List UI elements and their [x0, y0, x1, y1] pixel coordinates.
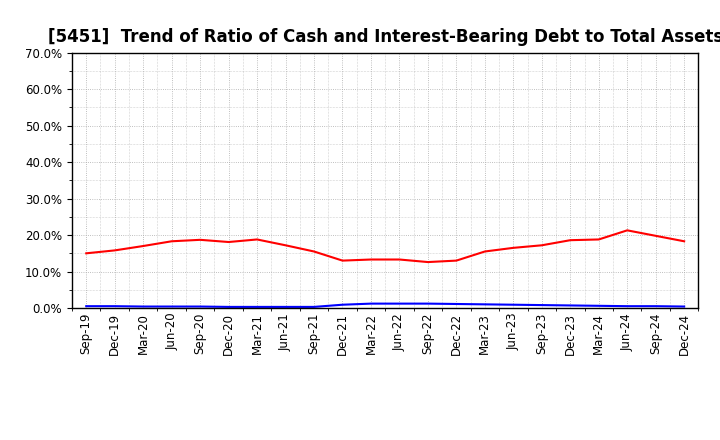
Interest-Bearing Debt [452, 301, 461, 307]
Interest-Bearing Debt [167, 304, 176, 309]
Interest-Bearing Debt [110, 304, 119, 309]
Cash [196, 237, 204, 242]
Cash [566, 238, 575, 243]
Cash [253, 237, 261, 242]
Interest-Bearing Debt [423, 301, 432, 306]
Interest-Bearing Debt [623, 304, 631, 309]
Cash [480, 249, 489, 254]
Cash [423, 260, 432, 265]
Cash [310, 249, 318, 254]
Title: [5451]  Trend of Ratio of Cash and Interest-Bearing Debt to Total Assets: [5451] Trend of Ratio of Cash and Intere… [48, 28, 720, 46]
Interest-Bearing Debt [566, 303, 575, 308]
Cash [110, 248, 119, 253]
Cash [595, 237, 603, 242]
Cash [395, 257, 404, 262]
Line: Interest-Bearing Debt: Interest-Bearing Debt [86, 304, 684, 307]
Interest-Bearing Debt [595, 303, 603, 308]
Interest-Bearing Debt [338, 302, 347, 308]
Interest-Bearing Debt [366, 301, 375, 306]
Interest-Bearing Debt [480, 302, 489, 307]
Interest-Bearing Debt [196, 304, 204, 309]
Cash [82, 251, 91, 256]
Interest-Bearing Debt [139, 304, 148, 309]
Cash [452, 258, 461, 263]
Cash [338, 258, 347, 263]
Cash [537, 242, 546, 248]
Cash [139, 243, 148, 249]
Interest-Bearing Debt [537, 302, 546, 308]
Interest-Bearing Debt [652, 304, 660, 309]
Cash [509, 245, 518, 250]
Interest-Bearing Debt [395, 301, 404, 306]
Cash [680, 238, 688, 244]
Cash [225, 239, 233, 245]
Interest-Bearing Debt [82, 304, 91, 309]
Interest-Bearing Debt [225, 304, 233, 310]
Cash [282, 242, 290, 248]
Cash [652, 233, 660, 238]
Line: Cash: Cash [86, 231, 684, 262]
Interest-Bearing Debt [509, 302, 518, 308]
Interest-Bearing Debt [680, 304, 688, 309]
Interest-Bearing Debt [253, 304, 261, 310]
Cash [623, 228, 631, 233]
Interest-Bearing Debt [282, 304, 290, 310]
Interest-Bearing Debt [310, 304, 318, 310]
Cash [167, 238, 176, 244]
Cash [366, 257, 375, 262]
